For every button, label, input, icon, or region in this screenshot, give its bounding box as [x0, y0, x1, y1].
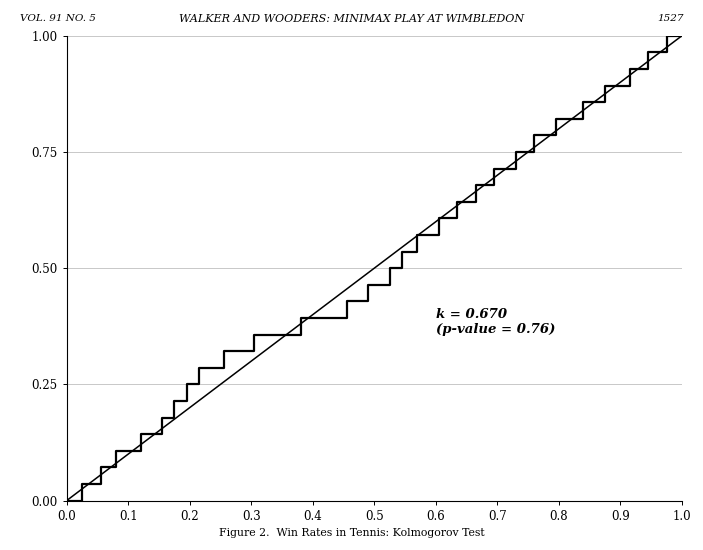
Text: k = 0.670
(p-value = 0.76): k = 0.670 (p-value = 0.76) [436, 307, 555, 336]
Text: Figure 2.  Win Rates in Tennis: Kolmogorov Test: Figure 2. Win Rates in Tennis: Kolmogoro… [219, 528, 484, 538]
Text: VOL. 91 NO. 5: VOL. 91 NO. 5 [20, 14, 96, 23]
Text: 1527: 1527 [657, 14, 683, 23]
Text: WALKER AND WOODERS: MINIMAX PLAY AT WIMBLEDON: WALKER AND WOODERS: MINIMAX PLAY AT WIMB… [179, 14, 524, 24]
